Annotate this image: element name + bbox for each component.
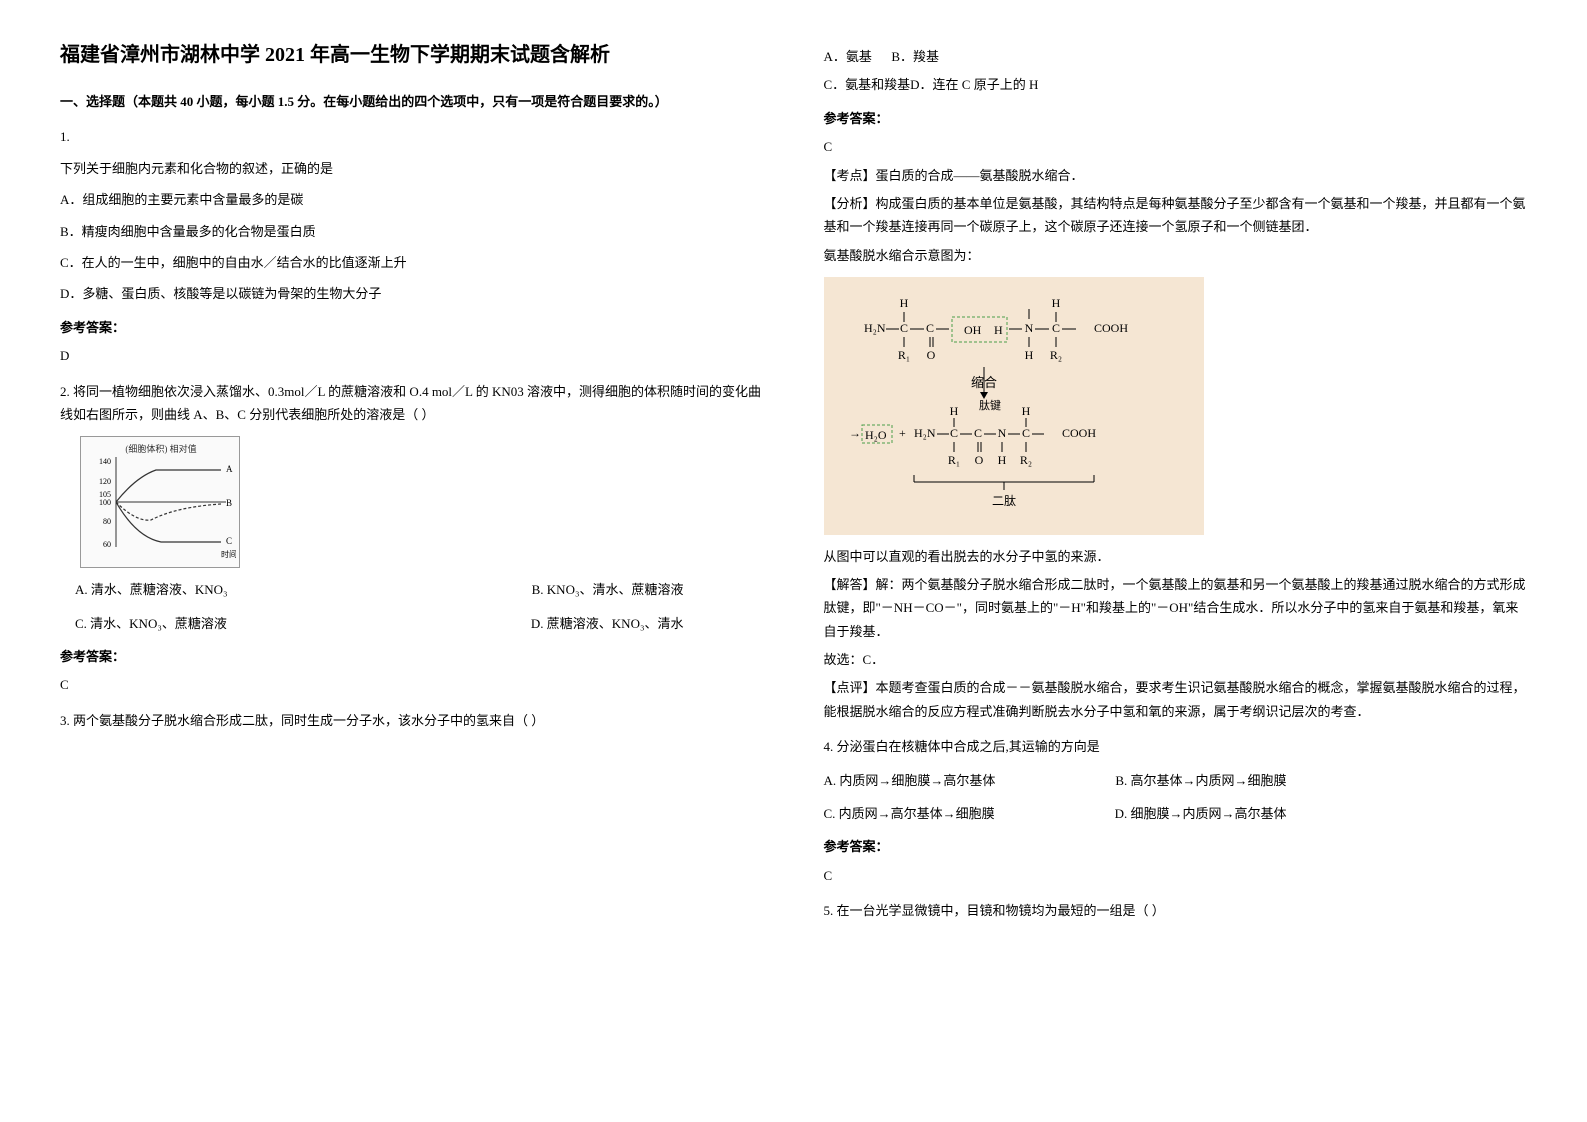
svg-text:R₁: R₁ — [947, 453, 959, 467]
svg-text:C: C — [949, 426, 957, 440]
answer: D — [60, 344, 764, 367]
option-c: C. 内质网→高尔基体→细胞膜 — [824, 802, 995, 825]
svg-text:H₂N: H₂N — [914, 426, 936, 440]
svg-text:COOH: COOH — [1062, 426, 1096, 440]
answer-label: 参考答案： — [60, 645, 764, 668]
answer: C — [60, 673, 764, 696]
option-a: A. 清水、蔗糖溶液、KNO₃ — [75, 578, 228, 601]
svg-text:C: C — [1051, 321, 1059, 335]
question-4: 4. 分泌蛋白在核糖体中合成之后,其运输的方向是 A. 内质网→细胞膜→高尔基体… — [824, 735, 1528, 887]
question-5-text: 5. 在一台光学显微镜中，目镜和物镜均为最短的一组是（ ） — [824, 899, 1528, 922]
question-2: 2. 将同一植物细胞依次浸入蒸馏水、0.3mol／L 的蔗糖溶液和 O.4 mo… — [60, 380, 764, 697]
svg-text:R₁: R₁ — [897, 348, 909, 362]
answer-label: 参考答案： — [824, 835, 1528, 858]
svg-text:C: C — [226, 536, 232, 546]
q3-options-cd: C．氨基和羧基D．连在 C 原子上的 H — [824, 73, 1528, 96]
svg-text:O: O — [974, 453, 983, 467]
svg-text:N: N — [1024, 321, 1033, 335]
svg-text:C: C — [899, 321, 907, 335]
question-num: 1. — [60, 125, 764, 148]
svg-text:H: H — [1051, 296, 1060, 310]
option-d: D. 细胞膜→内质网→高尔基体 — [1115, 802, 1287, 825]
options-row-cd: C. 内质网→高尔基体→细胞膜 D. 细胞膜→内质网→高尔基体 — [824, 802, 1528, 825]
analysis-p6: 故选：C． — [824, 648, 1528, 671]
question-3-text: 3. 两个氨基酸分子脱水缩合形成二肽，同时生成一分子水，该水分子中的氢来自（ ） — [60, 709, 764, 732]
svg-text:+: + — [899, 426, 906, 440]
svg-text:60: 60 — [103, 540, 111, 549]
question-1: 1. 下列关于细胞内元素和化合物的叙述，正确的是 A．组成细胞的主要元素中含量最… — [60, 125, 764, 367]
option-a: A．组成细胞的主要元素中含量最多的是碳 — [60, 188, 764, 211]
svg-text:时间: 时间 — [221, 549, 236, 559]
svg-text:H: H — [994, 323, 1003, 337]
svg-text:C: C — [973, 426, 981, 440]
svg-text:H: H — [1021, 404, 1030, 418]
answer-label: 参考答案： — [824, 107, 1528, 130]
analysis-p1: 【考点】蛋白质的合成——氨基酸脱水缩合． — [824, 164, 1528, 187]
svg-text:A: A — [226, 464, 233, 474]
q3-options-ab: A．氨基 B．羧基 — [824, 45, 1528, 68]
analysis-p7: 【点评】本题考查蛋白质的合成－－氨基酸脱水缩合，要求考生识记氨基酸脱水缩合的概念… — [824, 676, 1528, 723]
option-d: D. 蔗糖溶液、KNO₃、清水 — [531, 612, 684, 635]
option-b: B. 高尔基体→内质网→细胞膜 — [1115, 769, 1286, 792]
answer: C — [824, 864, 1528, 887]
svg-text:120: 120 — [99, 477, 111, 486]
svg-text:N: N — [997, 426, 1006, 440]
svg-text:H₂O: H₂O — [865, 428, 887, 442]
svg-text:B: B — [226, 498, 232, 508]
options-row-1: A. 清水、蔗糖溶液、KNO₃ B. KNO₃、清水、蔗糖溶液 — [60, 578, 764, 601]
svg-text:OH: OH — [964, 323, 982, 337]
svg-text:H: H — [997, 453, 1006, 467]
analysis-p2: 【分析】构成蛋白质的基本单位是氨基酸，其结构特点是每种氨基酸分子至少都含有一个氨… — [824, 192, 1528, 239]
svg-text:H₂N: H₂N — [864, 321, 886, 335]
svg-text:H: H — [1024, 348, 1033, 362]
exam-title: 福建省漳州市湖林中学 2021 年高一生物下学期期末试题含解析 — [60, 40, 764, 70]
svg-text:R₂: R₂ — [1049, 348, 1061, 362]
analysis-p4: 从图中可以直观的看出脱去的水分子中氢的来源． — [824, 545, 1528, 568]
svg-text:(细胞体积) 相对值: (细胞体积) 相对值 — [125, 443, 196, 454]
question-text: 4. 分泌蛋白在核糖体中合成之后,其运输的方向是 — [824, 735, 1528, 758]
svg-text:C: C — [1021, 426, 1029, 440]
svg-text:O: O — [926, 348, 935, 362]
volume-time-chart: (细胞体积) 相对值 140 120 105 100 80 60 A — [80, 436, 240, 568]
analysis-p3: 氨基酸脱水缩合示意图为： — [824, 244, 1528, 267]
options-row-ab: A. 内质网→细胞膜→高尔基体 B. 高尔基体→内质网→细胞膜 — [824, 769, 1528, 792]
option-d: D．多糖、蛋白质、核酸等是以碳链为骨架的生物大分子 — [60, 282, 764, 305]
svg-text:二肽: 二肽 — [991, 493, 1015, 508]
option-a: A. 内质网→细胞膜→高尔基体 — [824, 769, 996, 792]
section-header: 一、选择题（本题共 40 小题，每小题 1.5 分。在每小题给出的四个选项中，只… — [60, 90, 764, 113]
svg-text:肽键: 肽键 — [979, 398, 1001, 412]
option-c: C．在人的一生中，细胞中的自由水／结合水的比值逐渐上升 — [60, 251, 764, 274]
svg-text:H: H — [899, 296, 908, 310]
right-column: A．氨基 B．羧基 C．氨基和羧基D．连在 C 原子上的 H 参考答案： C 【… — [824, 40, 1528, 928]
answer: C — [824, 135, 1528, 158]
svg-text:H: H — [949, 404, 958, 418]
svg-text:80: 80 — [103, 517, 111, 526]
question-text: 下列关于细胞内元素和化合物的叙述，正确的是 — [60, 157, 764, 180]
option-b: B．精瘦肉细胞中含量最多的化合物是蛋白质 — [60, 220, 764, 243]
svg-text:100: 100 — [99, 498, 111, 507]
left-column: 福建省漳州市湖林中学 2021 年高一生物下学期期末试题含解析 一、选择题（本题… — [60, 40, 764, 928]
svg-text:COOH: COOH — [1094, 321, 1128, 335]
svg-text:R₂: R₂ — [1019, 453, 1031, 467]
amino-acid-diagram: H H₂N C C R₁ O OH H N — [824, 277, 1204, 534]
answer-label: 参考答案： — [60, 316, 764, 339]
svg-text:140: 140 — [99, 457, 111, 466]
analysis-p5: 【解答】解：两个氨基酸分子脱水缩合形成二肽时，一个氨基酸上的氨基和另一个氨基酸上… — [824, 573, 1528, 643]
option-b: B. KNO₃、清水、蔗糖溶液 — [532, 578, 684, 601]
svg-text:→: → — [849, 426, 861, 440]
question-text: 2. 将同一植物细胞依次浸入蒸馏水、0.3mol／L 的蔗糖溶液和 O.4 mo… — [60, 380, 764, 427]
svg-text:C: C — [925, 321, 933, 335]
options-row-2: C. 清水、KNO₃、蔗糖溶液 D. 蔗糖溶液、KNO₃、清水 — [60, 612, 764, 635]
option-c: C. 清水、KNO₃、蔗糖溶液 — [75, 612, 227, 635]
